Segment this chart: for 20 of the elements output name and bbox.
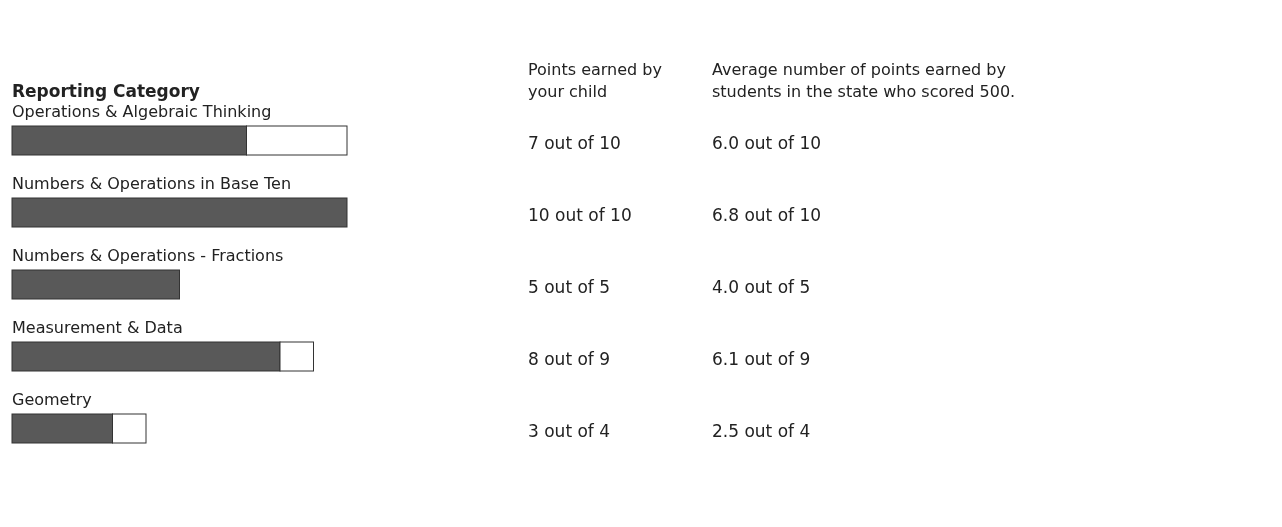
y-tick-label: Numbers & Operations - Fractions <box>12 246 284 265</box>
text: 8 out of 9 <box>528 349 611 369</box>
y-tick-label: Operations & Algebraic Thinking <box>12 102 272 121</box>
text: 6.8 out of 10 <box>712 205 822 225</box>
text: 6.1 out of 9 <box>712 349 811 369</box>
y-tick-label: Geometry <box>12 390 92 409</box>
y-axis-title: Reporting Category <box>12 81 200 101</box>
text: 5 out of 5 <box>528 277 611 297</box>
text: Average number of points earned by students in the state who scored 500. <box>712 60 1016 101</box>
bar <box>11 269 180 300</box>
y-tick-label: Measurement & Data <box>12 318 183 337</box>
text: 6.0 out of 10 <box>712 133 822 153</box>
text: 3 out of 4 <box>528 421 611 441</box>
text: Points earned by your child <box>528 60 662 101</box>
text: 2.5 out of 4 <box>712 421 811 441</box>
bar <box>11 197 348 228</box>
text: 7 out of 10 <box>528 133 621 153</box>
y-tick-label: Numbers & Operations in Base Ten <box>12 174 292 193</box>
text: 4.0 out of 5 <box>712 277 811 297</box>
text: 10 out of 10 <box>528 205 632 225</box>
